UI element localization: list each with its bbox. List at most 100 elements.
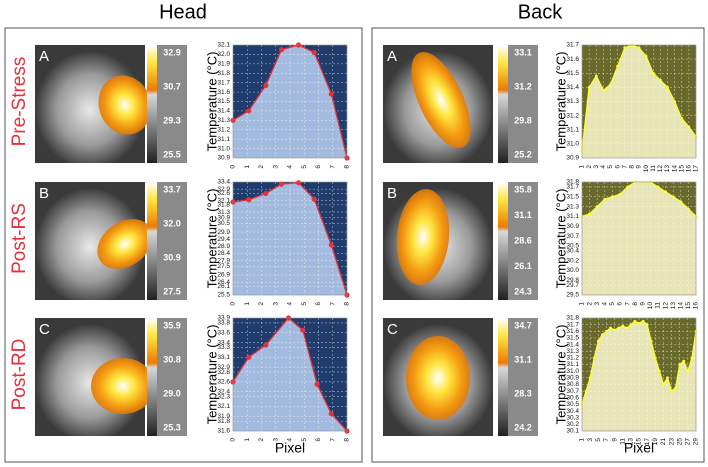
- x-tick-label: 8: [344, 438, 351, 442]
- x-tick-label: 9: [640, 302, 647, 306]
- y-tick-label: 31.7: [217, 79, 230, 86]
- y-tick-label: 30.1: [566, 428, 579, 435]
- area: [582, 321, 696, 431]
- y-tick-label: 31.7: [566, 321, 579, 328]
- colorbar-label: 30.8: [163, 354, 181, 364]
- colorbar-label: 25.2: [514, 149, 532, 159]
- x-tick-label: 1: [244, 438, 251, 442]
- x-tick-label: 8: [629, 165, 636, 169]
- marker: [656, 185, 660, 189]
- colorbar-label: 29.0: [163, 388, 181, 398]
- y-tick-label: 33.6: [217, 329, 230, 336]
- y-tick-label: 30.2: [566, 257, 579, 264]
- y-tick-label: 32.1: [217, 403, 230, 410]
- x-tick-label: 0: [230, 165, 237, 169]
- marker: [657, 369, 661, 373]
- x-tick-label: 6: [614, 165, 621, 169]
- line: [232, 44, 348, 159]
- row-label: Pre-Stress: [9, 57, 30, 147]
- marker: [674, 386, 678, 390]
- y-tick-label: 32.9: [217, 364, 230, 371]
- marker: [588, 376, 592, 380]
- y-tick-label: 30.9: [566, 223, 579, 230]
- colorbar-label: 31.2: [514, 81, 532, 91]
- marker: [246, 108, 252, 114]
- marker: [328, 91, 334, 97]
- y-tick-label: 27.9: [217, 257, 230, 264]
- y-tick-label: 30.7: [566, 233, 579, 240]
- colorbar-label: 25.3: [163, 422, 181, 432]
- marker: [609, 326, 612, 330]
- colorbar-label: 25.5: [163, 149, 181, 159]
- y-tick-label: 31.2: [566, 112, 579, 119]
- x-tick-label: 10: [643, 165, 650, 173]
- x-tick-label: 19: [652, 438, 659, 446]
- x-tick-label: 5: [301, 438, 308, 442]
- marker: [633, 319, 637, 323]
- plot-frame: [581, 181, 697, 296]
- y-tick-label: 30.2: [566, 421, 579, 428]
- x-tick-label: 10: [647, 302, 654, 310]
- marker: [584, 389, 588, 393]
- marker: [246, 354, 252, 360]
- y-tick-label: 30.7: [566, 388, 579, 395]
- x-tick-label: 16: [686, 165, 693, 173]
- x-tick-label: 11: [619, 438, 626, 445]
- y-tick-label: 31.7: [566, 42, 579, 49]
- row-label: Post-RS: [9, 203, 30, 274]
- x-tick-label: 12: [657, 165, 664, 173]
- y-tick-label: 29.8: [566, 277, 579, 284]
- x-tick-label: 15: [685, 302, 692, 310]
- x-tick-label: 7: [329, 438, 336, 442]
- x-tick-label: 5: [301, 302, 308, 306]
- x-tick-label: 9: [611, 438, 618, 442]
- colorbar-label: 33.7: [163, 184, 181, 194]
- x-tick-label: 3: [587, 438, 594, 442]
- x-tick-label: 6: [315, 165, 322, 169]
- y-tick-label: 31.6: [217, 89, 230, 96]
- x-axis-label: Pixel: [275, 440, 305, 456]
- marker: [595, 205, 599, 208]
- y-tick-label: 31.0: [566, 368, 579, 375]
- y-tick-label: 31.1: [566, 126, 579, 133]
- y-tick-label: 30.5: [566, 401, 579, 408]
- marker: [295, 180, 302, 186]
- y-tick-label: 30.9: [217, 155, 230, 162]
- y-tick-label: 25.5: [217, 292, 230, 299]
- y-tick-label: 31.3: [566, 203, 579, 210]
- x-tick-label: 25: [676, 438, 683, 446]
- x-tick-label: 1: [579, 302, 586, 306]
- y-tick-label: 31.6: [566, 328, 579, 335]
- x-tick-label: 3: [272, 302, 279, 306]
- column-title: Head: [159, 1, 207, 23]
- x-tick-label: 2: [586, 302, 593, 306]
- colorbar: [498, 45, 508, 163]
- y-tick-label: 30.5: [566, 243, 579, 250]
- marker: [605, 329, 608, 333]
- marker: [601, 88, 605, 92]
- line: [232, 182, 348, 296]
- x-tick-label: 4: [602, 302, 609, 306]
- colorbar: [147, 182, 157, 300]
- x-tick-label: 14: [671, 165, 678, 173]
- marker: [690, 356, 694, 360]
- y-tick-label: 30.6: [566, 394, 579, 401]
- y-tick-label: 31.5: [566, 193, 579, 200]
- x-tick-label: 0: [230, 438, 237, 442]
- colorbar: [147, 45, 157, 163]
- marker: [611, 195, 614, 199]
- y-tick-label: 32.3: [217, 393, 230, 400]
- marker: [594, 74, 598, 78]
- y-tick-label: 32.8: [217, 369, 230, 376]
- marker: [686, 369, 690, 373]
- hot-region: [396, 189, 450, 285]
- x-tick-label: 7: [603, 438, 610, 442]
- colorbar: [498, 318, 508, 436]
- y-tick-label: 33.4: [217, 339, 230, 346]
- x-tick-label: 2: [586, 165, 593, 169]
- colorbar-label: 33.1: [514, 47, 532, 57]
- plot-frame: [232, 181, 348, 296]
- marker: [629, 323, 633, 327]
- y-tick-label: 31.6: [566, 56, 579, 63]
- x-tick-label: 15: [636, 438, 643, 446]
